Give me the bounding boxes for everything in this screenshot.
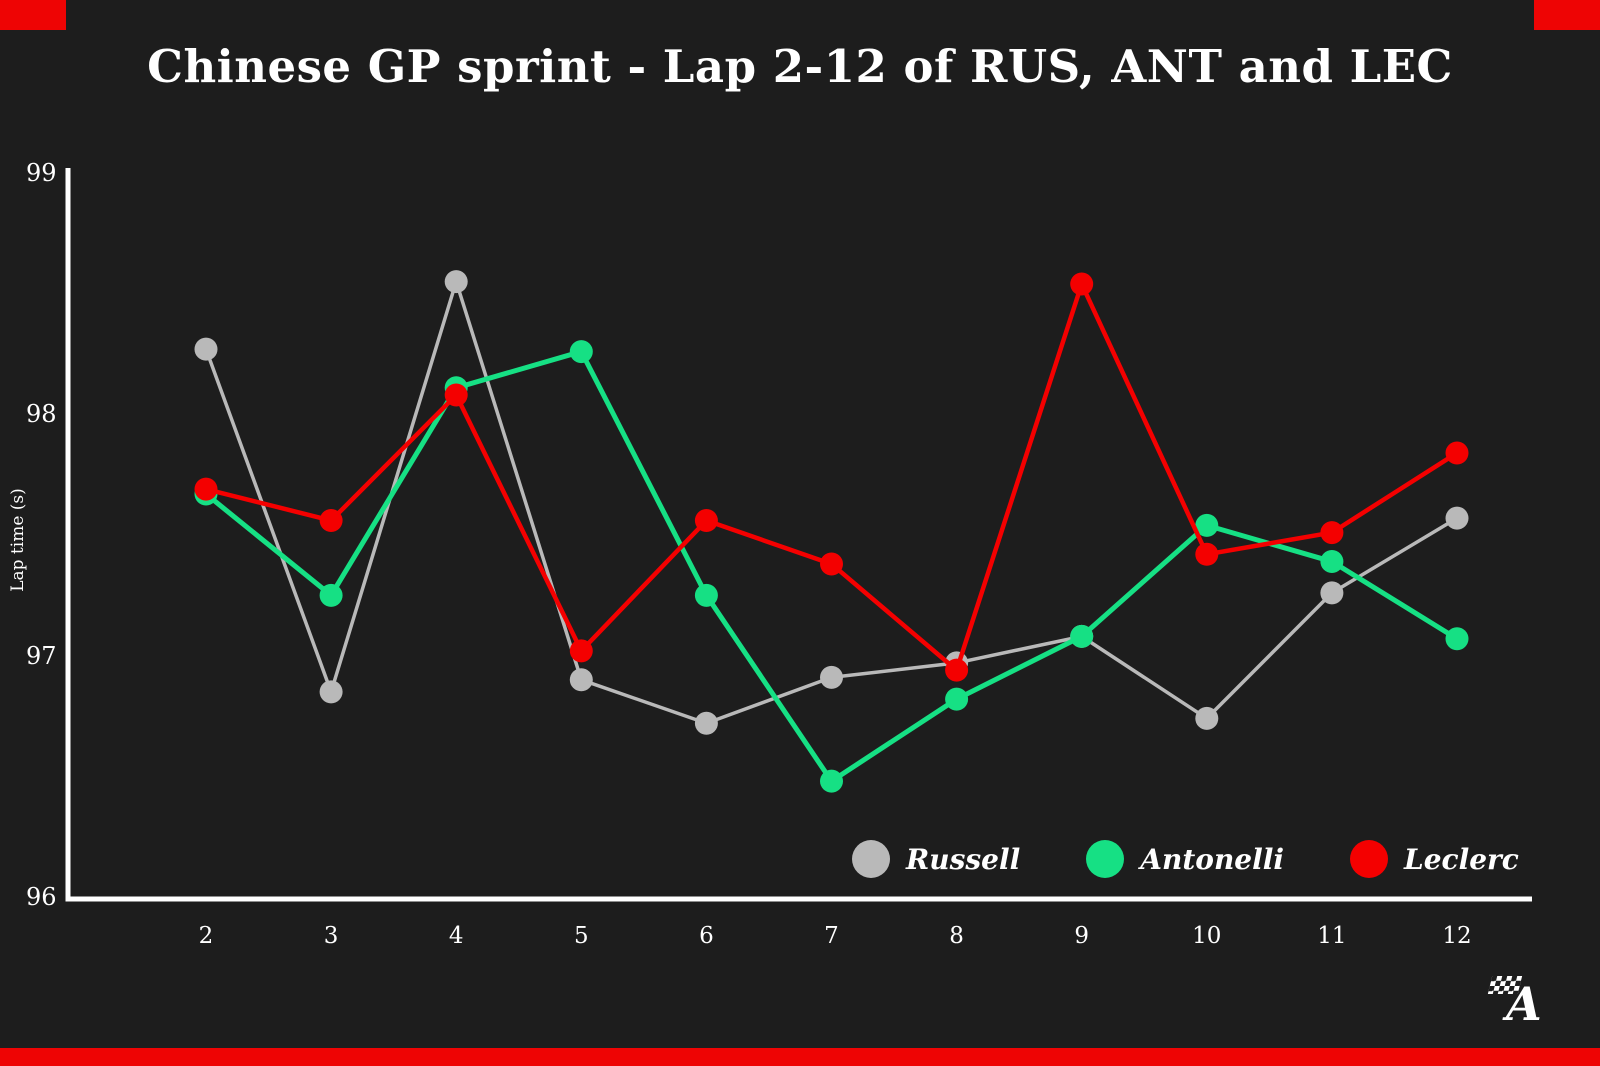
data-point-russell: [1195, 706, 1219, 730]
brand-logo: A: [1487, 974, 1554, 1032]
data-point-russell: [1445, 506, 1469, 530]
x-tick-label: 10: [1192, 923, 1222, 949]
y-tick-label: 96: [26, 883, 57, 911]
x-tick-label: 6: [699, 923, 714, 949]
legend-label-russell: Russell: [906, 842, 1021, 876]
x-tick-label: 2: [198, 923, 214, 949]
data-point-leclerc: [1070, 272, 1094, 296]
data-point-leclerc: [945, 658, 969, 682]
data-point-leclerc: [1320, 521, 1344, 545]
y-tick-label: 98: [26, 400, 57, 429]
series-line-russell: [204, 279, 1459, 725]
data-point-russell: [194, 337, 218, 361]
data-point-leclerc: [569, 639, 593, 663]
data-point-antonelli: [1445, 627, 1469, 651]
chart-title: Chinese GP sprint - Lap 2-12 of RUS, ANT…: [147, 40, 1453, 93]
legend: Russell Antonelli Leclerc: [852, 840, 1519, 878]
legend-swatch-leclerc: [1350, 840, 1389, 878]
data-point-leclerc: [444, 383, 468, 407]
data-point-leclerc: [319, 509, 343, 533]
data-point-russell: [1320, 581, 1344, 605]
x-tick-label: 5: [573, 923, 589, 949]
data-point-antonelli: [319, 583, 343, 607]
y-tick-label: 99: [26, 159, 57, 187]
data-point-leclerc: [694, 509, 718, 533]
legend-label-leclerc: Leclerc: [1404, 842, 1519, 876]
data-point-leclerc: [820, 552, 843, 576]
data-point-russell: [694, 711, 718, 735]
x-tick-label: 11: [1317, 923, 1347, 949]
data-point-antonelli: [820, 769, 843, 793]
data-point-antonelli: [1320, 550, 1344, 574]
data-point-antonelli: [694, 583, 718, 607]
x-tick-label: 9: [1074, 923, 1089, 949]
data-point-antonelli: [1070, 624, 1094, 648]
logo-letter: A: [1506, 977, 1542, 1031]
data-point-leclerc: [194, 477, 218, 501]
legend-item-russell: Russell: [852, 840, 1020, 878]
x-tick-label: 4: [448, 923, 464, 949]
data-point-leclerc: [1195, 542, 1219, 566]
data-point-russell: [319, 680, 343, 704]
y-tick-label: 97: [26, 641, 57, 670]
legend-item-leclerc: Leclerc: [1350, 840, 1519, 878]
data-point-antonelli: [569, 340, 593, 364]
series-line-leclerc: [203, 281, 1460, 673]
data-point-russell: [820, 665, 843, 689]
data-point-antonelli: [945, 687, 969, 711]
legend-label-antonelli: Antonelli: [1140, 842, 1285, 876]
data-point-russell: [569, 668, 593, 692]
legend-swatch-antonelli: [1086, 840, 1125, 878]
red-accent-top-left: [0, 0, 66, 30]
data-point-russell: [444, 270, 468, 294]
x-tick-label: 3: [323, 923, 339, 949]
x-tick-label: 7: [824, 923, 839, 949]
data-point-leclerc: [1445, 441, 1469, 465]
red-accent-bottom-bar: [0, 1048, 1600, 1066]
data-point-antonelli: [1195, 513, 1219, 537]
legend-item-antonelli: Antonelli: [1086, 840, 1284, 878]
x-tick-label: 12: [1442, 923, 1472, 949]
red-accent-top-right: [1534, 0, 1600, 30]
x-tick-label: 8: [949, 923, 964, 949]
legend-swatch-russell: [852, 840, 890, 878]
